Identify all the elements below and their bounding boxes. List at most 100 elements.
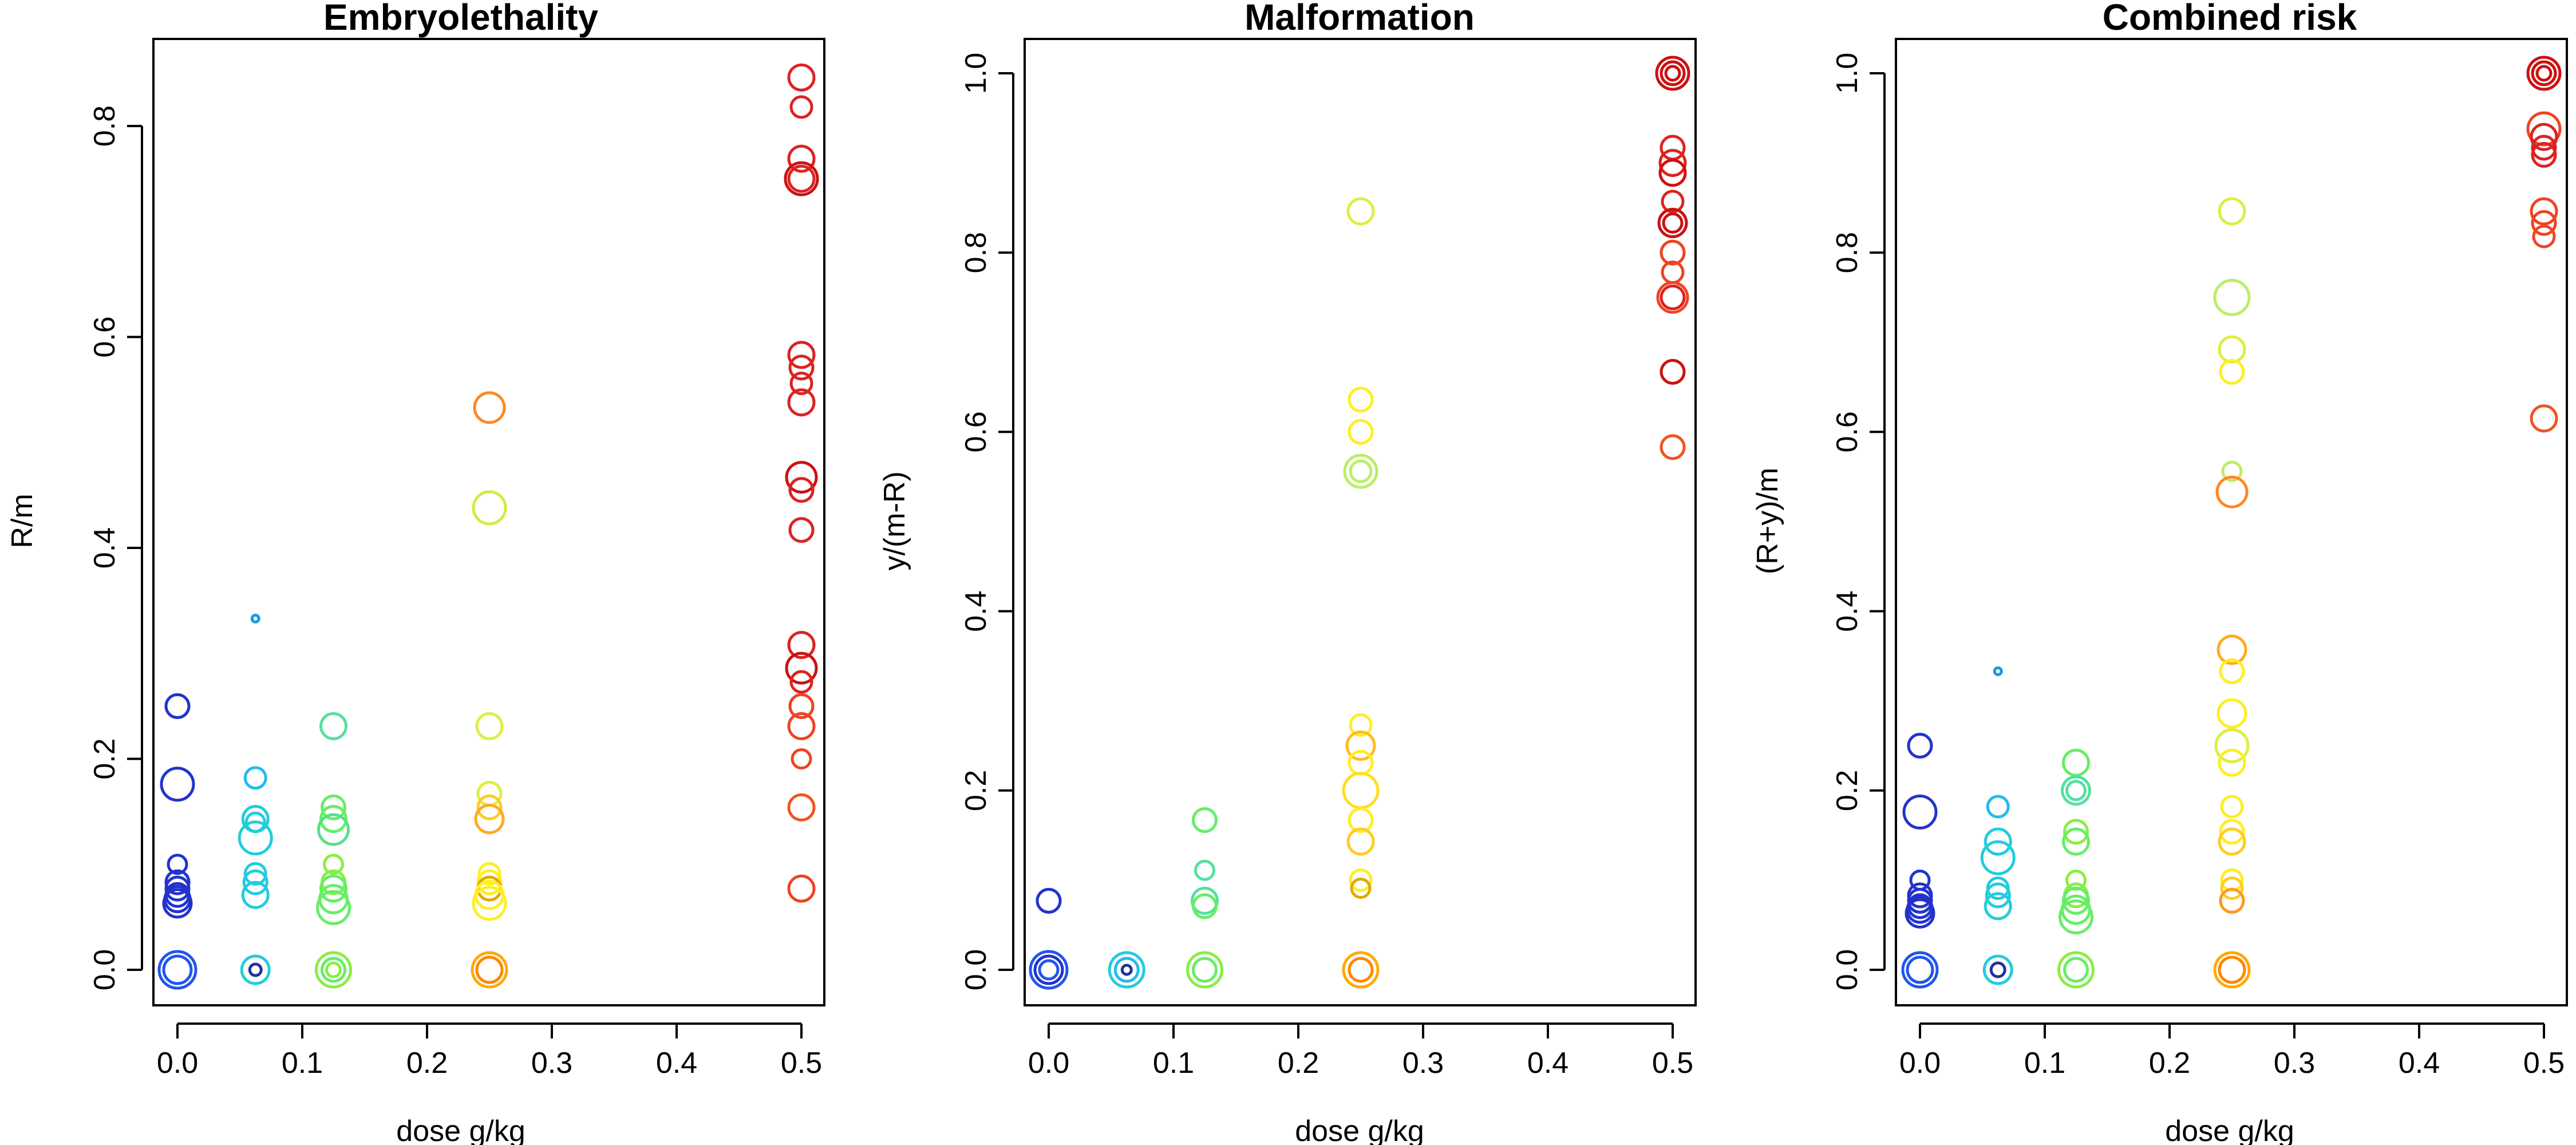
data-point xyxy=(475,712,504,740)
data-point xyxy=(473,391,506,424)
x-tick-label: 0.5 xyxy=(1652,1047,1693,1080)
y-axis-label: y/(m-R) xyxy=(878,471,911,570)
data-point xyxy=(2062,827,2090,856)
data-point xyxy=(1664,65,1681,82)
x-axis: 0.0 0.1 0.2 0.3 0.4 0.5 xyxy=(1899,1022,2565,1080)
data-point xyxy=(248,962,263,977)
panel-combined-risk: Combined risk 0.0 0.1 0.2 0.3 0.4 0.5 0.00.20… xyxy=(1751,0,2568,1145)
data-point xyxy=(788,354,815,381)
data-point xyxy=(164,875,191,902)
data-point xyxy=(1662,212,1684,234)
data-point xyxy=(2219,887,2245,914)
x-tick-label: 0.5 xyxy=(2523,1047,2565,1080)
data-point xyxy=(1191,886,1219,915)
data-point xyxy=(250,613,260,623)
data-point xyxy=(1660,285,1686,310)
data-point xyxy=(2065,780,2087,802)
data-point xyxy=(1348,957,1374,983)
y-tick-label: 0.8 xyxy=(959,232,993,273)
data-point xyxy=(2062,886,2090,915)
x-tick-label: 0.0 xyxy=(1899,1047,1941,1080)
data-point xyxy=(474,804,505,835)
data-point xyxy=(2530,123,2558,151)
x-tick-label: 0.4 xyxy=(656,1047,697,1080)
data-point xyxy=(1346,827,1375,856)
data-point xyxy=(471,951,508,989)
data-point xyxy=(1656,281,1689,314)
data-point xyxy=(2531,135,2557,161)
data-point xyxy=(2531,210,2557,236)
data-point xyxy=(1661,189,1685,214)
data-point xyxy=(2213,279,2251,316)
data-point xyxy=(477,862,501,886)
data-point xyxy=(2057,951,2095,989)
data-point xyxy=(2063,819,2089,845)
data-point xyxy=(788,693,815,719)
data-point xyxy=(1113,957,1140,983)
data-points xyxy=(1029,56,1690,990)
data-point xyxy=(1349,713,1373,737)
y-tick-label: 0.4 xyxy=(959,590,993,631)
y-tick-label: 0.8 xyxy=(1831,232,1864,273)
data-point xyxy=(787,388,816,417)
data-points xyxy=(157,63,819,990)
y-tick-label: 0.6 xyxy=(959,411,993,452)
x-axis: 0.0 0.1 0.2 0.3 0.4 0.5 xyxy=(1028,1022,1693,1080)
data-point xyxy=(1986,795,2010,819)
x-axis: 0.0 0.1 0.2 0.3 0.4 0.5 xyxy=(157,1022,822,1080)
data-point xyxy=(787,341,816,369)
data-point xyxy=(472,490,507,526)
data-point xyxy=(2219,358,2245,385)
data-point xyxy=(1980,840,2016,875)
data-point xyxy=(1342,951,1380,989)
y-tick-label: 0.0 xyxy=(1831,949,1864,990)
panel-malformation: Malformation 0.0 0.1 0.2 0.3 0.4 0.5 0.00.20.… xyxy=(878,0,1697,1145)
data-point xyxy=(1901,951,1939,989)
data-point xyxy=(162,954,193,985)
data-point xyxy=(1658,149,1687,177)
y-axis: 0.0 0.2 0.4 0.6 0.8 1.0 xyxy=(1831,53,1886,990)
y-tick-label: 0.4 xyxy=(88,527,121,568)
data-point xyxy=(244,811,266,833)
y-tick-label: 1.0 xyxy=(1831,53,1864,94)
data-point xyxy=(2526,56,2562,91)
data-point xyxy=(1989,961,2006,978)
y-axis-label: R/m xyxy=(6,493,39,548)
data-point xyxy=(1660,434,1686,460)
data-point xyxy=(1036,887,1062,914)
data-points xyxy=(1901,56,2562,989)
data-point xyxy=(319,712,347,740)
data-point xyxy=(787,144,816,173)
data-point xyxy=(2217,698,2247,729)
data-point xyxy=(472,886,507,921)
data-point xyxy=(2531,60,2557,86)
data-point xyxy=(157,950,197,990)
data-point xyxy=(1907,733,1933,759)
data-point xyxy=(1349,868,1373,892)
data-point xyxy=(243,766,267,790)
data-point xyxy=(2221,460,2243,482)
data-point xyxy=(2061,775,2091,806)
y-tick-label: 0.2 xyxy=(1831,770,1864,811)
data-point xyxy=(1984,827,2012,856)
data-point xyxy=(475,956,504,984)
data-point xyxy=(787,874,816,903)
data-point xyxy=(317,813,350,846)
data-point xyxy=(2217,634,2247,665)
data-point xyxy=(1343,453,1378,489)
x-tick-label: 0.4 xyxy=(2399,1047,2440,1080)
data-point xyxy=(323,854,344,875)
data-point xyxy=(2218,748,2246,777)
x-tick-label: 0.0 xyxy=(1028,1047,1069,1080)
data-point xyxy=(1033,954,1064,985)
data-point xyxy=(160,767,195,802)
data-point xyxy=(787,793,816,822)
data-point xyxy=(164,869,191,895)
data-point xyxy=(2535,65,2553,82)
y-tick-label: 0.0 xyxy=(88,949,121,990)
data-point xyxy=(1906,956,1934,984)
x-tick-label: 0.2 xyxy=(2149,1047,2190,1080)
data-point xyxy=(1993,666,2003,677)
